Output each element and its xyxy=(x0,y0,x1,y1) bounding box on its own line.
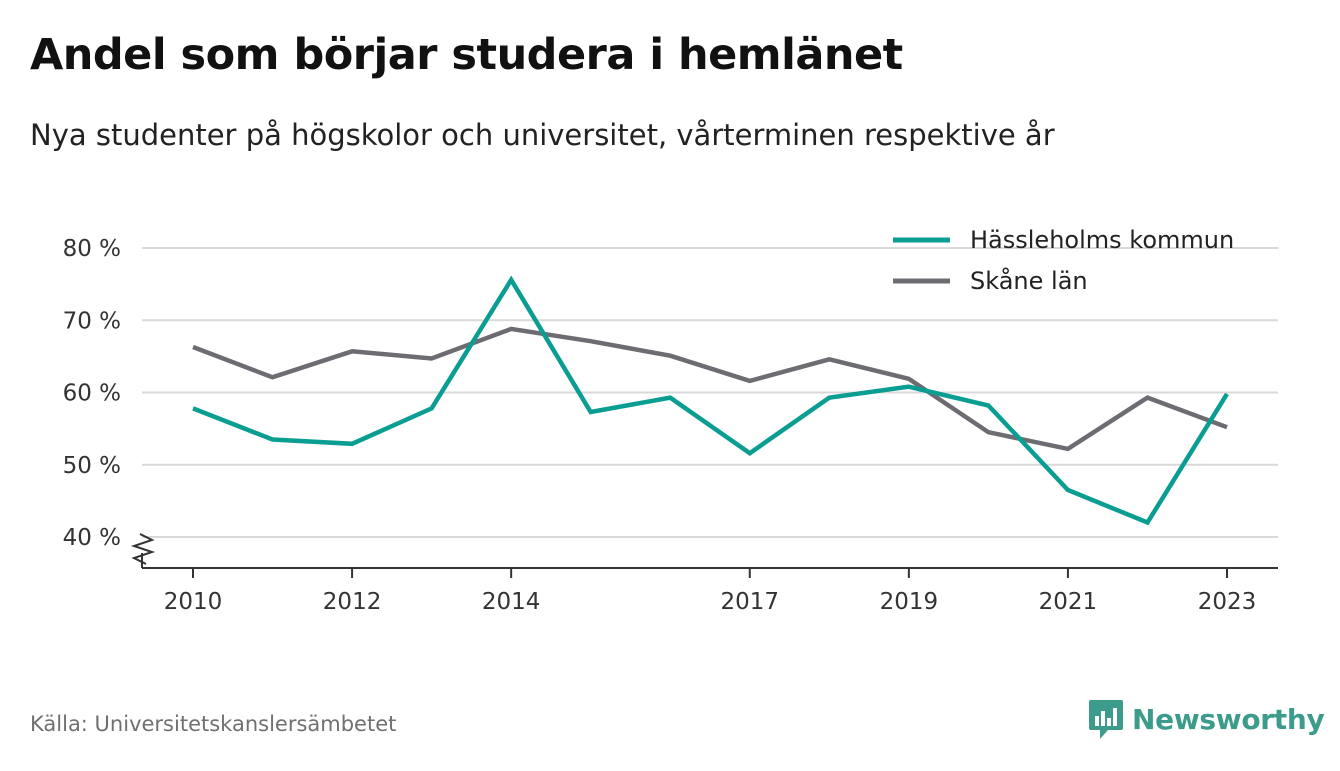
y-tick-label: 50 % xyxy=(63,453,121,479)
line-chart: 40 %50 %60 %70 %80 % 2010 2012 2014 2017 201… xyxy=(63,226,1278,615)
x-tick-label: 2014 xyxy=(482,589,541,615)
y-tick-label: 70 % xyxy=(63,308,121,334)
gridlines xyxy=(142,247,1278,538)
chart-subtitle: Nya studenter på högskolor och universit… xyxy=(30,118,1055,152)
x-tick-label: 2023 xyxy=(1198,589,1257,615)
series-lines xyxy=(192,275,1229,526)
series-line-hässleholms-kommun xyxy=(192,275,1229,526)
newsworthy-logo-icon xyxy=(1089,700,1123,739)
series-line-skåne-län xyxy=(192,326,1228,452)
y-tick-label: 60 % xyxy=(63,381,121,407)
x-axis-ticks: 2010 2012 2014 2017 2019 2021 2023 xyxy=(164,568,1257,615)
y-axis-ticks: 40 % 50 % 60 % 70 % 80 % xyxy=(63,236,121,551)
x-tick-label: 2021 xyxy=(1039,589,1098,615)
legend-label: Skåne län xyxy=(970,266,1088,295)
y-tick-label: 80 % xyxy=(63,236,121,262)
source-note: Källa: Universitetskanslersämbetet xyxy=(30,712,397,736)
y-tick-label: 40 % xyxy=(63,525,121,551)
x-tick-label: 2010 xyxy=(164,589,223,615)
brand-name: Newsworthy xyxy=(1132,702,1325,736)
chart-title: Andel som börjar studera i hemlänet xyxy=(30,30,903,80)
brand-logo: Newsworthy xyxy=(1088,698,1325,740)
x-axis xyxy=(130,533,1278,569)
x-tick-label: 2012 xyxy=(323,589,382,615)
legend-label: Hässleholms kommun xyxy=(970,226,1234,254)
legend: Hässleholms kommun Skåne län xyxy=(893,226,1234,295)
x-tick-label: 2017 xyxy=(720,589,779,615)
axis-break-icon xyxy=(130,533,156,565)
x-tick-label: 2019 xyxy=(880,589,939,615)
